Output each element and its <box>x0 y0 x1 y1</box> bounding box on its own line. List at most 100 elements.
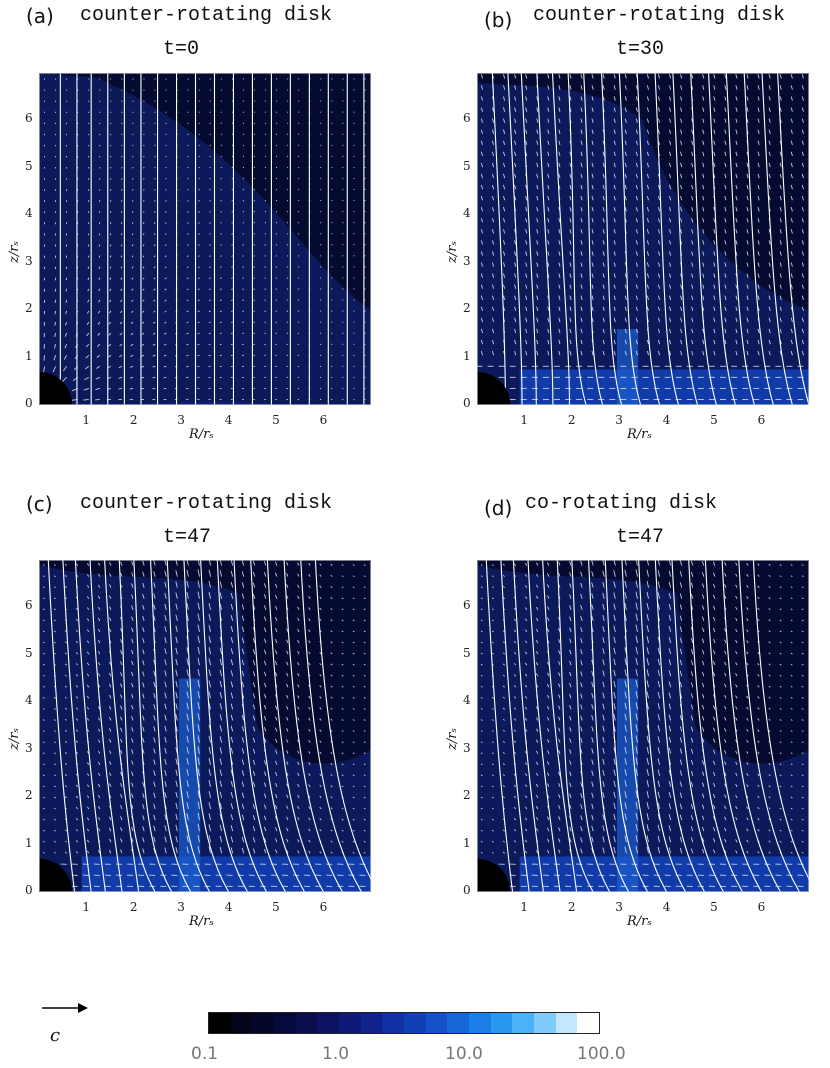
velocity-vector <box>790 818 793 821</box>
velocity-vector <box>779 273 782 278</box>
velocity-vector <box>580 306 583 312</box>
velocity-vector <box>790 173 793 179</box>
velocity-vector <box>635 262 638 267</box>
velocity-vector <box>746 173 749 179</box>
velocity-vector <box>263 638 267 644</box>
velocity-vector <box>480 752 483 755</box>
velocity-vector <box>547 628 550 633</box>
velocity-vector <box>491 608 494 611</box>
velocity-vector <box>186 244 189 246</box>
velocity-vector <box>657 802 661 810</box>
velocity-vector <box>502 685 505 688</box>
field-line <box>507 73 523 405</box>
velocity-vector <box>230 681 234 688</box>
velocity-vector <box>779 173 782 179</box>
velocity-vector <box>109 277 112 280</box>
velocity-vector <box>735 761 738 765</box>
velocity-vector <box>657 658 661 666</box>
velocity-vector <box>713 849 716 854</box>
velocity-vector <box>502 752 505 755</box>
velocity-vector <box>286 739 289 743</box>
velocity-vector <box>646 636 649 644</box>
velocity-vector <box>108 343 112 347</box>
velocity-vector <box>480 207 483 212</box>
velocity-vector <box>558 628 561 633</box>
velocity-vector <box>536 218 539 223</box>
velocity-vector <box>701 638 705 644</box>
velocity-vector <box>591 251 594 256</box>
velocity-vector <box>801 851 804 854</box>
velocity-vector <box>801 730 804 732</box>
velocity-vector <box>297 772 300 777</box>
velocity-vector <box>547 251 550 256</box>
velocity-vector <box>253 100 256 102</box>
velocity-vector <box>713 306 716 312</box>
velocity-vector <box>109 672 112 677</box>
velocity-vector <box>735 639 738 644</box>
velocity-vector <box>569 350 572 356</box>
velocity-vector <box>735 805 738 810</box>
velocity-vector <box>513 718 517 721</box>
velocity-vector <box>746 328 749 334</box>
field-line <box>200 560 249 892</box>
velocity-vector <box>220 188 222 191</box>
velocity-vector <box>491 295 495 300</box>
velocity-vector <box>679 836 683 843</box>
velocity-vector <box>591 184 594 190</box>
velocity-vector <box>691 262 694 267</box>
velocity-vector <box>480 785 483 788</box>
velocity-vector <box>503 229 506 234</box>
velocity-vector <box>219 747 223 754</box>
velocity-vector <box>790 350 793 356</box>
velocity-vector <box>646 195 649 201</box>
velocity-vector <box>757 195 760 201</box>
velocity-vector <box>297 562 300 566</box>
velocity-vector <box>768 74 771 79</box>
velocity-vector <box>757 184 760 190</box>
velocity-vector <box>364 155 366 158</box>
velocity-vector <box>503 118 506 123</box>
velocity-vector <box>768 619 771 622</box>
velocity-vector <box>186 288 189 291</box>
velocity-vector <box>691 218 694 223</box>
velocity-vector <box>297 706 300 710</box>
velocity-vector <box>242 266 244 268</box>
velocity-vector <box>230 725 234 732</box>
velocity-vector <box>713 793 716 799</box>
velocity-vector <box>297 244 300 246</box>
velocity-vector <box>208 580 211 588</box>
velocity-vector <box>724 838 727 843</box>
velocity-vector <box>635 162 638 168</box>
velocity-vector <box>779 719 782 721</box>
velocity-vector <box>502 696 505 699</box>
velocity-vector <box>231 244 233 246</box>
velocity-vector <box>53 807 56 810</box>
velocity-vector <box>197 746 200 754</box>
velocity-vector <box>154 200 156 202</box>
velocity-vector <box>153 582 156 588</box>
velocity-vector <box>757 607 760 611</box>
velocity-vector <box>98 222 101 225</box>
velocity-vector <box>524 563 528 566</box>
velocity-vector <box>602 592 605 599</box>
velocity-vector <box>690 660 694 666</box>
velocity-vector <box>558 262 561 267</box>
velocity-vector <box>341 619 344 622</box>
velocity-vector <box>701 848 705 854</box>
velocity-vector <box>253 210 256 213</box>
velocity-vector <box>547 229 550 234</box>
velocity-vector <box>768 195 771 201</box>
velocity-vector <box>547 694 550 699</box>
velocity-vector <box>669 229 672 234</box>
velocity-vector <box>491 151 495 157</box>
velocity-vector <box>231 188 234 191</box>
velocity-vector <box>153 233 156 236</box>
velocity-vector <box>525 240 528 245</box>
velocity-vector <box>320 89 322 91</box>
velocity-vector <box>352 619 355 622</box>
velocity-vector <box>308 751 311 754</box>
velocity-vector <box>768 663 771 666</box>
velocity-vector <box>186 277 189 280</box>
velocity-vector <box>341 818 344 821</box>
velocity-vector <box>668 736 672 743</box>
